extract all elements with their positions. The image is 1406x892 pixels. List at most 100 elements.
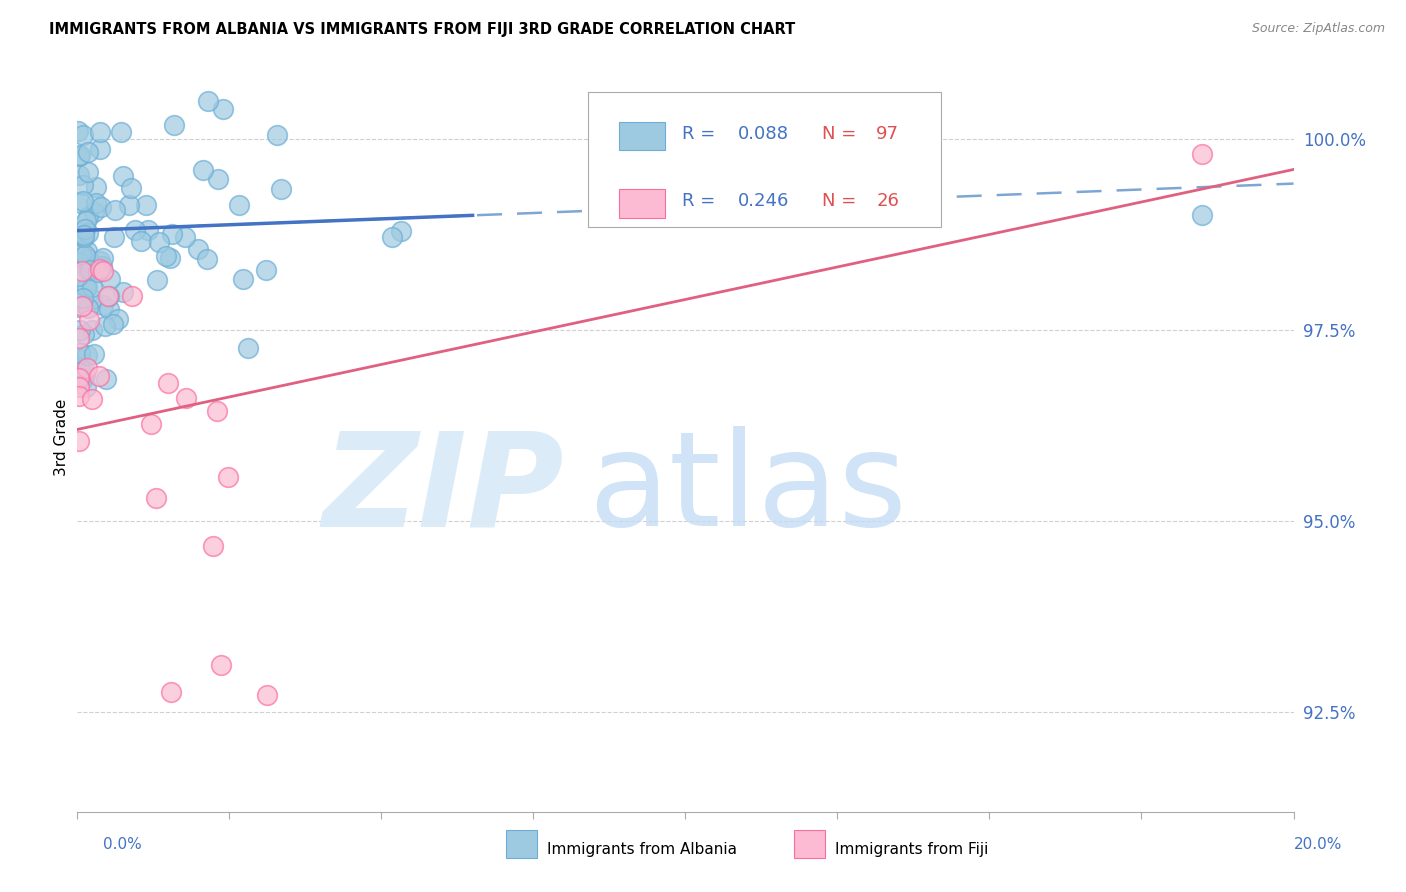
- Point: [75, 248, 97, 262]
- Point: [232, 272, 254, 286]
- Point: [66, 301, 89, 315]
- Point: [124, 223, 146, 237]
- Point: [80, 392, 103, 406]
- Point: [80, 292, 103, 306]
- Point: [67, 360, 90, 375]
- Point: [91, 264, 114, 278]
- Text: atlas: atlas: [588, 426, 907, 553]
- Text: R =: R =: [682, 125, 721, 143]
- Text: 0.0%: 0.0%: [103, 838, 142, 852]
- Point: [83, 205, 105, 219]
- Point: [75, 280, 97, 294]
- Point: [103, 230, 125, 244]
- Point: [157, 376, 180, 391]
- Point: [79, 263, 101, 277]
- Point: [121, 289, 143, 303]
- Point: [76, 244, 98, 259]
- Point: [163, 118, 186, 132]
- Point: [69, 147, 91, 161]
- Point: [72, 326, 94, 341]
- Point: [75, 379, 97, 393]
- Point: [73, 368, 96, 382]
- Point: [270, 181, 292, 195]
- Point: [83, 347, 105, 361]
- Point: [94, 318, 117, 333]
- Point: [67, 331, 90, 345]
- Point: [67, 123, 90, 137]
- Text: 97: 97: [876, 125, 900, 143]
- Point: [89, 125, 111, 139]
- Y-axis label: 3rd Grade: 3rd Grade: [53, 399, 69, 475]
- Point: [80, 279, 103, 293]
- Point: [67, 255, 90, 269]
- Point: [120, 181, 142, 195]
- Point: [391, 224, 413, 238]
- Point: [1191, 147, 1213, 161]
- Point: [100, 271, 122, 285]
- Point: [69, 227, 91, 242]
- Text: 26: 26: [876, 192, 900, 210]
- Point: [89, 369, 111, 384]
- Point: [75, 214, 97, 228]
- Point: [89, 262, 111, 277]
- Point: [160, 227, 183, 241]
- Point: [174, 230, 197, 244]
- Point: [76, 348, 98, 362]
- Point: [256, 688, 278, 702]
- Point: [69, 227, 91, 242]
- Point: [209, 658, 232, 673]
- Text: N =: N =: [821, 192, 862, 210]
- Point: [195, 252, 218, 267]
- Text: 0.088: 0.088: [738, 125, 789, 143]
- Point: [228, 197, 250, 211]
- Point: [202, 539, 225, 553]
- Point: [160, 684, 183, 698]
- Point: [76, 210, 98, 224]
- Point: [110, 125, 132, 139]
- Text: Source: ZipAtlas.com: Source: ZipAtlas.com: [1251, 22, 1385, 36]
- Point: [207, 172, 229, 186]
- Point: [67, 389, 90, 403]
- Point: [104, 203, 127, 218]
- Point: [91, 260, 114, 274]
- Point: [67, 380, 90, 394]
- Point: [136, 223, 159, 237]
- Point: [212, 103, 235, 117]
- Point: [254, 262, 277, 277]
- Point: [70, 264, 93, 278]
- Point: [187, 242, 209, 256]
- Point: [89, 254, 111, 268]
- Point: [236, 341, 259, 355]
- Point: [266, 128, 288, 142]
- Text: Immigrants from Fiji: Immigrants from Fiji: [835, 842, 988, 856]
- Point: [197, 94, 219, 108]
- Point: [72, 295, 94, 310]
- Text: 20.0%: 20.0%: [1295, 838, 1343, 852]
- Point: [70, 195, 93, 210]
- FancyBboxPatch shape: [588, 93, 941, 227]
- Point: [139, 417, 162, 431]
- Point: [159, 251, 181, 265]
- Point: [98, 289, 121, 303]
- Point: [77, 301, 100, 315]
- Point: [76, 280, 98, 294]
- Point: [97, 302, 120, 317]
- Point: [76, 226, 98, 240]
- Point: [77, 313, 100, 327]
- Point: [135, 198, 157, 212]
- Point: [69, 346, 91, 360]
- Point: [73, 227, 96, 242]
- Point: [77, 145, 100, 159]
- Point: [148, 235, 170, 249]
- Point: [84, 179, 107, 194]
- Point: [87, 264, 110, 278]
- Point: [72, 299, 94, 313]
- Point: [77, 164, 100, 178]
- Point: [111, 169, 134, 183]
- Point: [73, 221, 96, 235]
- Point: [73, 230, 96, 244]
- Point: [67, 434, 90, 448]
- Point: [67, 168, 90, 182]
- Point: [205, 404, 228, 418]
- Point: [67, 351, 90, 366]
